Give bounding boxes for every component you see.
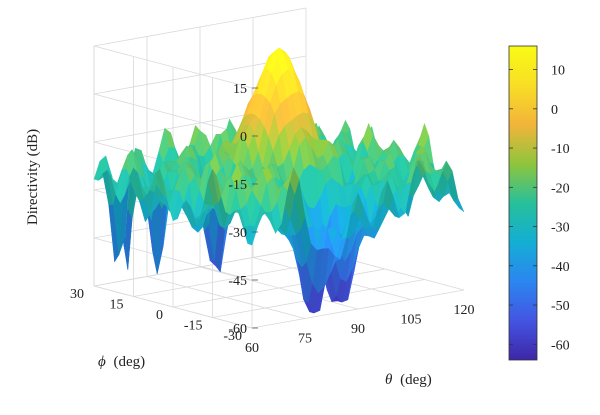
colorbar (508, 45, 538, 361)
x-tick-label: 60 (245, 341, 259, 356)
y-tick-label: 0 (156, 308, 163, 323)
z-tick-label: 15 (233, 82, 247, 97)
z-axis-label: Directivity (dB) (25, 129, 41, 225)
z-tick-label: -15 (228, 178, 247, 193)
colorbar-tick-label: -10 (551, 142, 570, 157)
z-tick-label: 0 (240, 130, 247, 145)
z-tick-label: -30 (228, 226, 247, 241)
y-axis-unit: (deg) (114, 354, 146, 370)
colorbar-tick-label: -50 (551, 299, 570, 314)
z-tick-label: -60 (228, 322, 247, 337)
x-axis-label: θ (deg) (385, 372, 432, 388)
colorbar-tick-label: 0 (551, 103, 558, 118)
surface (93, 47, 465, 314)
y-tick-label: 30 (70, 287, 84, 302)
x-tick-label: 105 (401, 313, 422, 328)
x-tick-label: 90 (351, 322, 365, 337)
y-tick-label: -15 (184, 319, 203, 334)
colorbar-tick-label: -20 (551, 181, 570, 196)
x-axis-unit: (deg) (400, 372, 432, 388)
colorbar-tick-label: -40 (551, 260, 570, 275)
colorbar-tick-label: 10 (551, 64, 565, 79)
x-axis-quantity: θ (385, 372, 393, 388)
colorbar-ticks: 10 0 -10 -20 -30 -40 -50 -60 (509, 64, 570, 353)
z-tick-label: -45 (228, 274, 247, 289)
surface-patch (247, 225, 259, 246)
y-tick-label: -30 (223, 329, 242, 344)
colorbar-tick-label: -60 (551, 338, 570, 353)
x-tick-label: 120 (454, 303, 475, 318)
y-axis-label: ϕ (deg) (98, 354, 145, 370)
colorbar-tick-label: -30 (551, 221, 570, 236)
x-tick-label: 75 (298, 332, 312, 347)
y-axis-quantity: ϕ (98, 354, 106, 370)
y-tick-label: 15 (110, 298, 124, 313)
surface-patch (453, 198, 465, 213)
